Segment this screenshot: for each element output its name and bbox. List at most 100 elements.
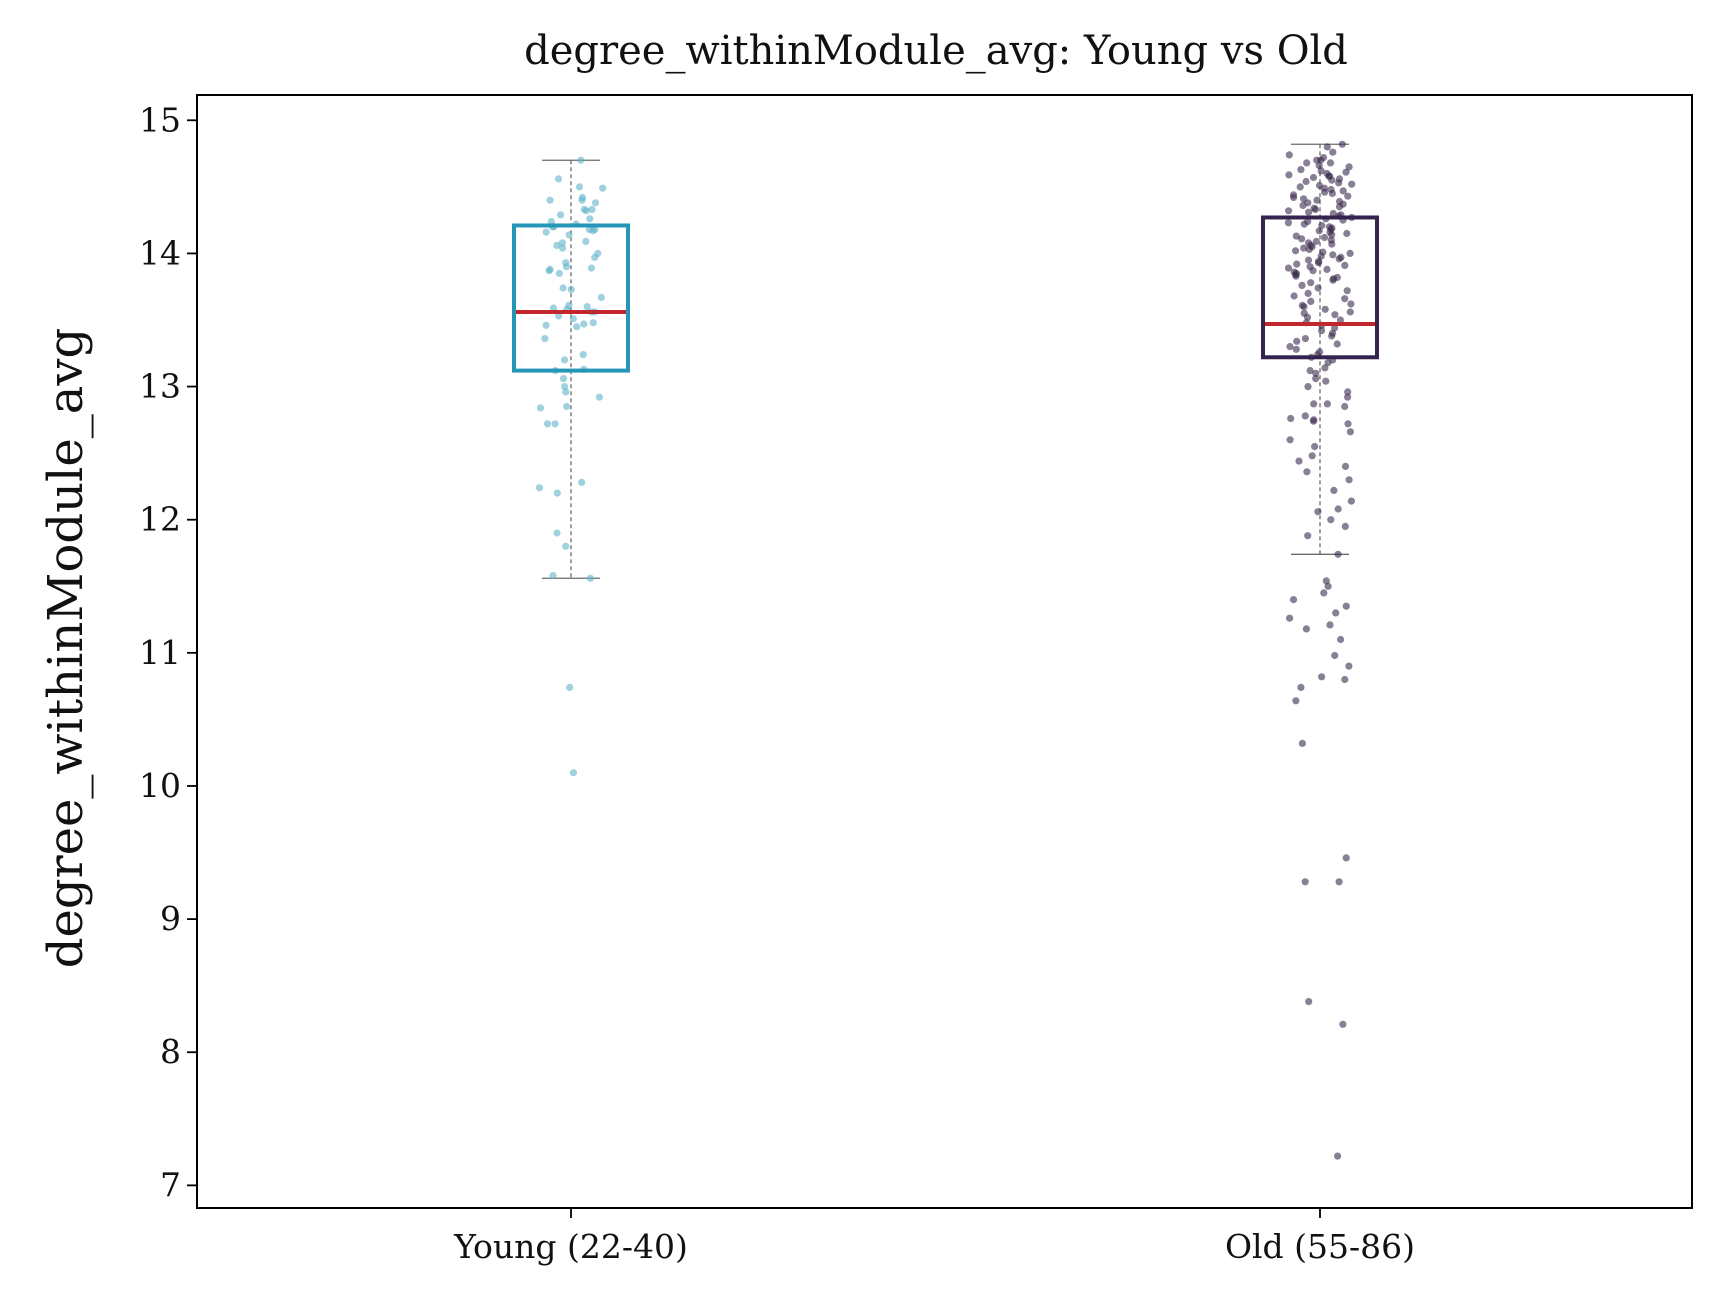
data-point bbox=[586, 574, 595, 582]
data-point bbox=[1334, 1152, 1342, 1160]
data-point bbox=[536, 404, 545, 412]
data-point bbox=[1286, 614, 1294, 622]
data-point bbox=[1301, 335, 1309, 343]
y-tick-label: 15 bbox=[139, 100, 181, 139]
data-point bbox=[563, 402, 571, 411]
data-point bbox=[543, 420, 552, 428]
data-point bbox=[555, 269, 563, 277]
data-point bbox=[1309, 267, 1317, 275]
data-point bbox=[555, 312, 563, 320]
data-point bbox=[562, 542, 570, 550]
data-point bbox=[1302, 625, 1310, 633]
data-point bbox=[1321, 364, 1329, 372]
y-tick-label: 12 bbox=[139, 500, 181, 539]
data-point bbox=[573, 323, 581, 331]
chart-title: degree_withinModule_avg: Young vs Old bbox=[524, 28, 1348, 74]
y-axis-label: degree_withinModule_avg bbox=[38, 328, 94, 968]
data-point bbox=[1307, 279, 1315, 287]
data-point bbox=[1328, 231, 1336, 239]
data-point bbox=[1287, 414, 1295, 423]
data-point bbox=[1301, 878, 1309, 886]
x-tick-label: Young (22-40) bbox=[453, 1227, 688, 1266]
data-point bbox=[1344, 420, 1352, 428]
data-point bbox=[1343, 229, 1351, 238]
data-point bbox=[1344, 192, 1352, 200]
data-point bbox=[546, 196, 554, 204]
data-point bbox=[1285, 207, 1293, 215]
data-point bbox=[1346, 428, 1354, 436]
data-point bbox=[1329, 276, 1337, 284]
data-point bbox=[1300, 220, 1308, 228]
plot-area bbox=[512, 140, 1379, 1160]
data-point bbox=[1320, 589, 1328, 597]
data-point bbox=[1297, 683, 1305, 692]
data-point bbox=[559, 375, 568, 383]
y-tick-label: 13 bbox=[139, 367, 181, 406]
data-point bbox=[591, 199, 600, 207]
data-point bbox=[1289, 596, 1298, 604]
data-point bbox=[569, 315, 577, 323]
data-point bbox=[559, 284, 567, 292]
data-point bbox=[1290, 292, 1298, 300]
data-point bbox=[1331, 651, 1339, 660]
data-point bbox=[562, 388, 570, 396]
data-point bbox=[1312, 237, 1320, 245]
data-point bbox=[1284, 219, 1292, 227]
data-point bbox=[599, 184, 607, 192]
data-point bbox=[1300, 244, 1308, 252]
data-point bbox=[582, 207, 590, 215]
data-point bbox=[1344, 393, 1352, 401]
data-point bbox=[1339, 1020, 1347, 1028]
data-point bbox=[1331, 311, 1339, 319]
data-point bbox=[541, 335, 549, 343]
data-point bbox=[1346, 249, 1354, 257]
data-point bbox=[569, 769, 578, 777]
data-point bbox=[578, 196, 586, 204]
data-point bbox=[1328, 332, 1336, 340]
data-point bbox=[1310, 400, 1318, 408]
data-point bbox=[557, 211, 565, 219]
data-point bbox=[1341, 462, 1350, 470]
data-point bbox=[1342, 854, 1350, 862]
data-point bbox=[1333, 340, 1341, 348]
data-point bbox=[578, 478, 586, 486]
y-tick-label: 7 bbox=[160, 1165, 181, 1204]
data-point bbox=[1299, 201, 1307, 210]
data-point bbox=[1338, 140, 1346, 148]
data-point bbox=[586, 215, 594, 223]
data-point bbox=[1309, 417, 1318, 425]
data-point bbox=[1341, 261, 1349, 269]
data-point bbox=[1335, 179, 1343, 187]
data-point bbox=[1286, 436, 1294, 444]
data-point bbox=[575, 183, 584, 191]
data-point bbox=[1323, 265, 1331, 273]
plot-frame bbox=[196, 94, 1693, 1209]
data-point bbox=[1298, 235, 1306, 243]
data-point bbox=[1348, 180, 1356, 188]
data-point bbox=[1314, 284, 1322, 292]
data-point bbox=[1335, 878, 1343, 886]
data-point bbox=[1339, 187, 1347, 195]
data-point bbox=[1305, 998, 1313, 1006]
data-point bbox=[1304, 532, 1312, 540]
data-point bbox=[1285, 151, 1293, 159]
data-point bbox=[1318, 673, 1326, 681]
axes: Young (22-40) Old (55-86) 7 8 9 10 11 12 13 14 15 bbox=[139, 100, 1415, 1266]
data-point bbox=[1293, 260, 1301, 268]
data-point bbox=[1315, 227, 1323, 235]
data-point bbox=[1341, 402, 1349, 411]
data-point bbox=[1324, 582, 1332, 590]
data-point bbox=[1337, 635, 1345, 644]
iqr-box bbox=[1261, 215, 1379, 360]
data-point bbox=[1303, 159, 1311, 167]
data-point bbox=[567, 285, 575, 293]
y-tick-label: 8 bbox=[160, 1032, 181, 1071]
data-point bbox=[1335, 203, 1344, 211]
data-point bbox=[565, 231, 573, 239]
data-point bbox=[580, 320, 588, 328]
data-point bbox=[1298, 281, 1306, 289]
data-point bbox=[1336, 316, 1344, 324]
data-point bbox=[1346, 308, 1354, 316]
data-point bbox=[1332, 609, 1340, 617]
data-point bbox=[1343, 287, 1351, 295]
